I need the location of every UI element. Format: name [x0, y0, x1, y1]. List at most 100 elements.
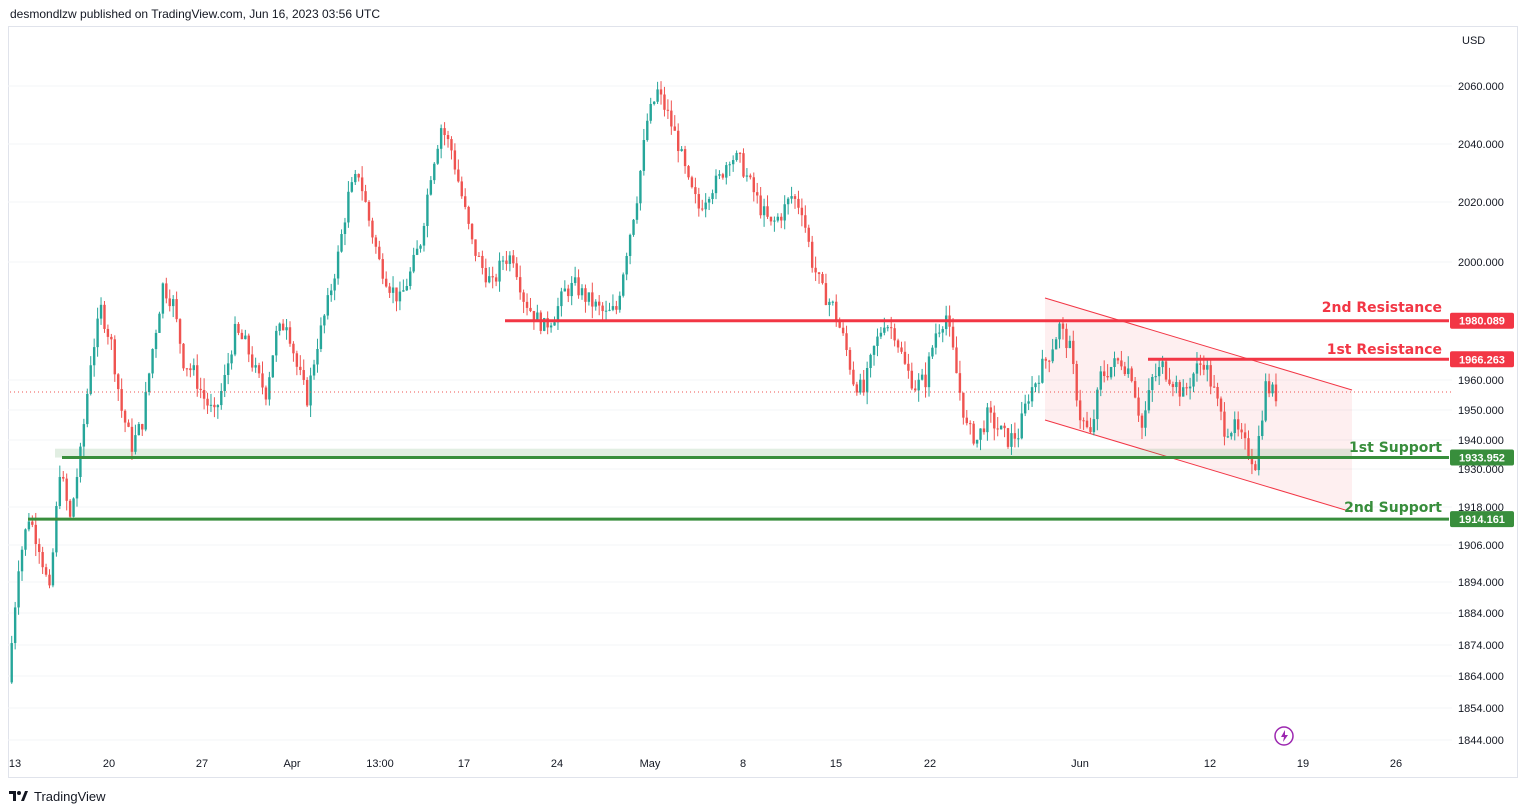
- candle: [896, 338, 900, 353]
- candle: [529, 297, 532, 313]
- candle: [1130, 366, 1133, 383]
- candle-body: [86, 393, 89, 425]
- candle-body: [1188, 386, 1192, 389]
- candle-body: [137, 424, 141, 436]
- candle-body: [1185, 387, 1188, 389]
- x-tick-label: Jun: [1071, 758, 1089, 770]
- candle-body: [374, 237, 378, 247]
- candle: [360, 166, 364, 201]
- candle-body: [336, 251, 340, 279]
- candle-body: [419, 245, 422, 249]
- candle-body: [1164, 361, 1168, 380]
- candle-body: [721, 174, 725, 178]
- candle: [938, 324, 941, 338]
- candle: [230, 350, 233, 370]
- candle: [1082, 417, 1085, 430]
- candle-body: [196, 365, 199, 389]
- channel-upper-line: [1044, 297, 1353, 391]
- candle-body: [546, 318, 549, 328]
- candle: [144, 381, 147, 432]
- candle: [680, 146, 683, 152]
- candle: [357, 173, 360, 182]
- candle-body: [529, 307, 532, 312]
- candle: [666, 99, 670, 119]
- candle-body: [491, 276, 494, 278]
- candle-body: [769, 216, 773, 222]
- candle: [20, 546, 24, 581]
- candle: [1044, 357, 1047, 369]
- candle: [1075, 360, 1078, 407]
- candle-body: [1061, 323, 1065, 329]
- candle-body: [797, 198, 800, 208]
- candle: [68, 499, 72, 520]
- y-tick-label: 1884.000: [1458, 608, 1504, 620]
- candle-body: [951, 326, 955, 348]
- candle: [1103, 360, 1106, 383]
- candle: [141, 423, 144, 436]
- x-tick-label: 24: [551, 758, 563, 770]
- candle-body: [285, 327, 288, 331]
- candle-body: [817, 272, 821, 275]
- candle: [488, 267, 491, 284]
- candle-body: [776, 216, 780, 221]
- candle: [831, 300, 834, 306]
- candle: [604, 300, 608, 320]
- candle-body: [254, 365, 257, 368]
- candle-body: [883, 327, 886, 333]
- candle: [213, 397, 216, 418]
- candle-body: [405, 286, 408, 291]
- candle: [216, 404, 220, 419]
- candle: [209, 393, 213, 413]
- candle: [391, 276, 395, 304]
- candle-body: [567, 288, 570, 297]
- candle: [807, 224, 810, 248]
- candle-body: [216, 405, 220, 408]
- candle: [725, 161, 728, 185]
- price-badge-text: 1966.263: [1459, 354, 1505, 366]
- candle-body: [515, 263, 518, 278]
- candle-body: [391, 287, 395, 293]
- candle-body: [388, 286, 391, 293]
- candle-body: [663, 94, 666, 110]
- candle: [1109, 366, 1113, 380]
- candle-body: [292, 343, 295, 354]
- candle: [147, 372, 151, 396]
- candle-body: [711, 193, 714, 200]
- candle: [790, 186, 793, 204]
- candle-body: [113, 339, 116, 375]
- candle-body: [72, 498, 75, 517]
- candle: [914, 380, 917, 392]
- candle: [828, 298, 831, 317]
- candle: [343, 217, 347, 246]
- candle-body: [683, 149, 687, 167]
- candle-body: [402, 290, 405, 292]
- candle: [556, 297, 560, 330]
- candle-body: [10, 643, 13, 683]
- candle: [876, 328, 879, 357]
- candle: [903, 341, 907, 365]
- candle: [1164, 359, 1168, 382]
- candle: [742, 148, 745, 178]
- candle-body: [192, 365, 195, 371]
- candle: [584, 284, 587, 313]
- candle-body: [206, 398, 209, 406]
- candle-body: [233, 323, 237, 355]
- candle-body: [601, 305, 604, 312]
- candle: [982, 420, 986, 435]
- candle-body: [1113, 358, 1116, 368]
- candle-body: [450, 139, 453, 151]
- price-badge-text: 1980.089: [1459, 316, 1505, 328]
- candle-body: [865, 368, 869, 393]
- candle: [178, 318, 182, 354]
- candle: [886, 325, 889, 332]
- candle-body: [165, 283, 168, 299]
- candle-body: [742, 153, 745, 177]
- extras: [10, 391, 1452, 746]
- candle: [1185, 382, 1188, 396]
- candle-body: [1240, 429, 1243, 433]
- candle-body: [281, 323, 285, 331]
- x-tick-label: 22: [924, 758, 936, 770]
- candle: [721, 172, 725, 180]
- candle: [817, 271, 821, 284]
